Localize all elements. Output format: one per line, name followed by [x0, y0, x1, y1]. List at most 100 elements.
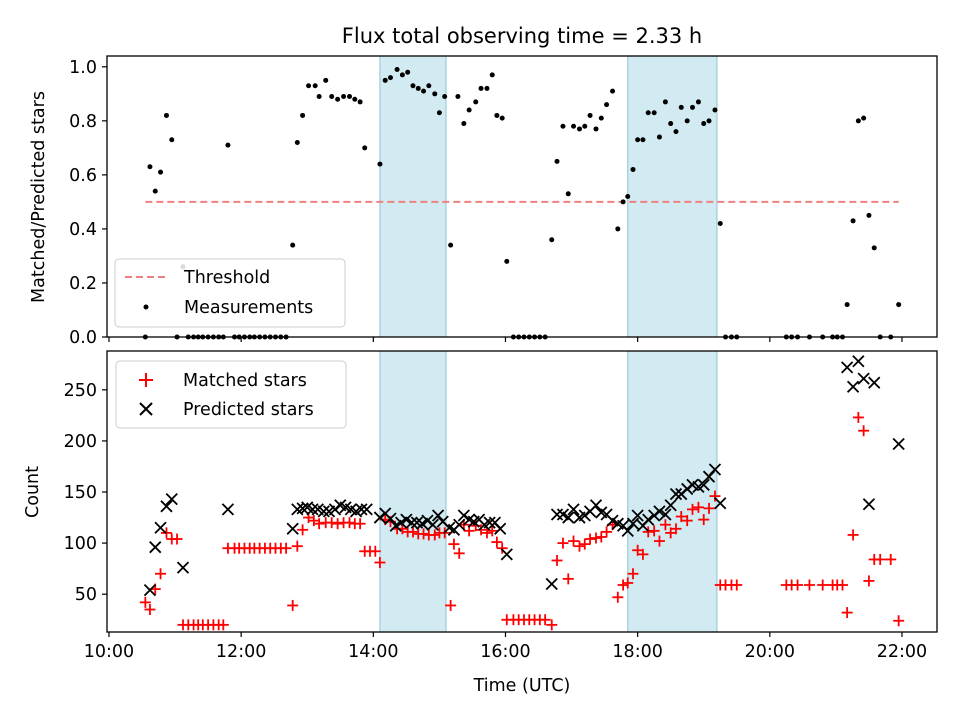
measurement-point — [593, 126, 599, 132]
measurement-point — [341, 94, 347, 100]
predicted-star-point — [862, 498, 876, 511]
measurement-point — [473, 99, 479, 105]
top-panel: 0.0 0.2 0.4 0.6 0.8 1.0 Matched/Predicted sta… — [29, 55, 938, 348]
measurement-point — [489, 72, 495, 78]
matched-star-point — [280, 542, 292, 554]
matched-star-point — [601, 526, 613, 538]
matched-star-point — [557, 537, 569, 549]
predicted-star-point — [659, 508, 672, 521]
matched-star-point — [139, 596, 151, 608]
matched-star-point — [841, 607, 853, 619]
measurement-point — [645, 110, 651, 116]
measurement-point — [147, 164, 153, 170]
matched-star-point — [155, 568, 167, 580]
matched-star-point — [539, 614, 551, 626]
measurement-point — [576, 126, 582, 132]
predicted-star-point — [545, 577, 558, 591]
matched-star-point — [642, 526, 654, 538]
measurement-point — [362, 145, 368, 151]
predicted-star-point — [221, 503, 235, 516]
measurement-point — [571, 123, 577, 129]
predicted-star-point — [840, 361, 854, 374]
measurement-point — [844, 302, 850, 308]
top-ytick-label: 0.0 — [69, 328, 97, 348]
top-legend-box — [114, 258, 346, 328]
matched-star-point — [648, 525, 660, 537]
matched-star-point — [731, 579, 743, 591]
measurement-point — [484, 85, 490, 91]
top-yticks: 0.0 0.2 0.4 0.6 0.8 1.0 — [69, 58, 107, 348]
bottom-legend-box — [115, 360, 347, 429]
predicted-star-point — [431, 509, 445, 522]
matched-star-point — [847, 529, 859, 541]
matched-star-point — [637, 548, 649, 560]
measurement-point — [394, 67, 400, 73]
measurement-point — [587, 112, 593, 118]
predicted-star-point — [426, 518, 439, 531]
top-ytick-label: 0.4 — [69, 220, 97, 240]
measurement-point — [662, 99, 668, 105]
matched-star-point — [160, 527, 172, 539]
predicted-star-point — [589, 499, 603, 512]
matched-star-point — [573, 540, 585, 552]
legend-matched-swatch — [139, 373, 153, 387]
predicted-star-point — [642, 513, 655, 526]
predicted-star-point — [384, 512, 397, 525]
predicted-star-point — [160, 500, 173, 513]
measurement-point — [630, 166, 636, 172]
top-ytick-label: 0.8 — [69, 112, 97, 132]
predicted-star-point — [653, 505, 666, 518]
matched-star-point — [429, 529, 441, 541]
matched-star-point — [291, 540, 303, 552]
matched-star-point — [885, 553, 897, 565]
predicted-star-point — [846, 380, 860, 393]
matched-star-point — [698, 514, 710, 526]
matched-star-point — [709, 490, 721, 502]
measurement-point — [499, 115, 505, 121]
matched-star-point — [863, 575, 875, 587]
bottom-xticks: 10:00 12:00 14:00 16:00 18:00 20:00 22:00 — [84, 632, 927, 662]
matched-star-point — [481, 527, 493, 539]
measurement-point — [504, 258, 510, 264]
measurement-point — [466, 107, 472, 113]
predicted-star-point — [857, 372, 870, 385]
predicted-star-point — [868, 376, 881, 389]
measurement-point — [861, 115, 867, 121]
predicted-star-point — [154, 521, 167, 534]
measurement-point — [335, 96, 341, 102]
measurement-point — [625, 194, 631, 199]
matched-star-point — [590, 532, 602, 544]
predicted-star-point — [562, 511, 575, 524]
matched-star-point — [568, 535, 580, 547]
matched-star-point — [486, 525, 498, 537]
measurement-point — [689, 104, 695, 110]
matched-star-point — [703, 502, 715, 514]
measurement-point — [706, 118, 712, 124]
measurement-point — [225, 142, 231, 148]
predicted-star-point — [286, 522, 299, 535]
predicted-star-point — [317, 505, 330, 518]
bottom-ytick-label: 50 — [75, 585, 97, 605]
measurement-point — [300, 112, 306, 118]
matched-star-point — [659, 519, 671, 531]
measurement-point — [163, 112, 169, 118]
matched-star-point — [595, 531, 607, 543]
measurement-point — [357, 99, 363, 105]
matched-star-point — [407, 526, 419, 538]
measurement-point — [620, 199, 626, 205]
measurement-point — [896, 302, 902, 308]
bottom-bands — [379, 350, 718, 633]
matched-star-point — [612, 591, 624, 603]
bottom-xtick-label: 16:00 — [480, 642, 530, 662]
top-observing-band-0 — [379, 55, 447, 338]
matched-star-point — [675, 511, 687, 523]
measurement-point — [656, 134, 662, 140]
measurement-point — [377, 161, 383, 167]
bottom-ytick-label: 250 — [64, 381, 97, 401]
matched-star-point — [332, 518, 344, 530]
measurement-point — [494, 112, 500, 118]
measurement-point — [432, 91, 438, 97]
predicted-star-point — [494, 522, 507, 535]
measurement-point — [312, 83, 318, 89]
measurement-point — [673, 129, 679, 135]
